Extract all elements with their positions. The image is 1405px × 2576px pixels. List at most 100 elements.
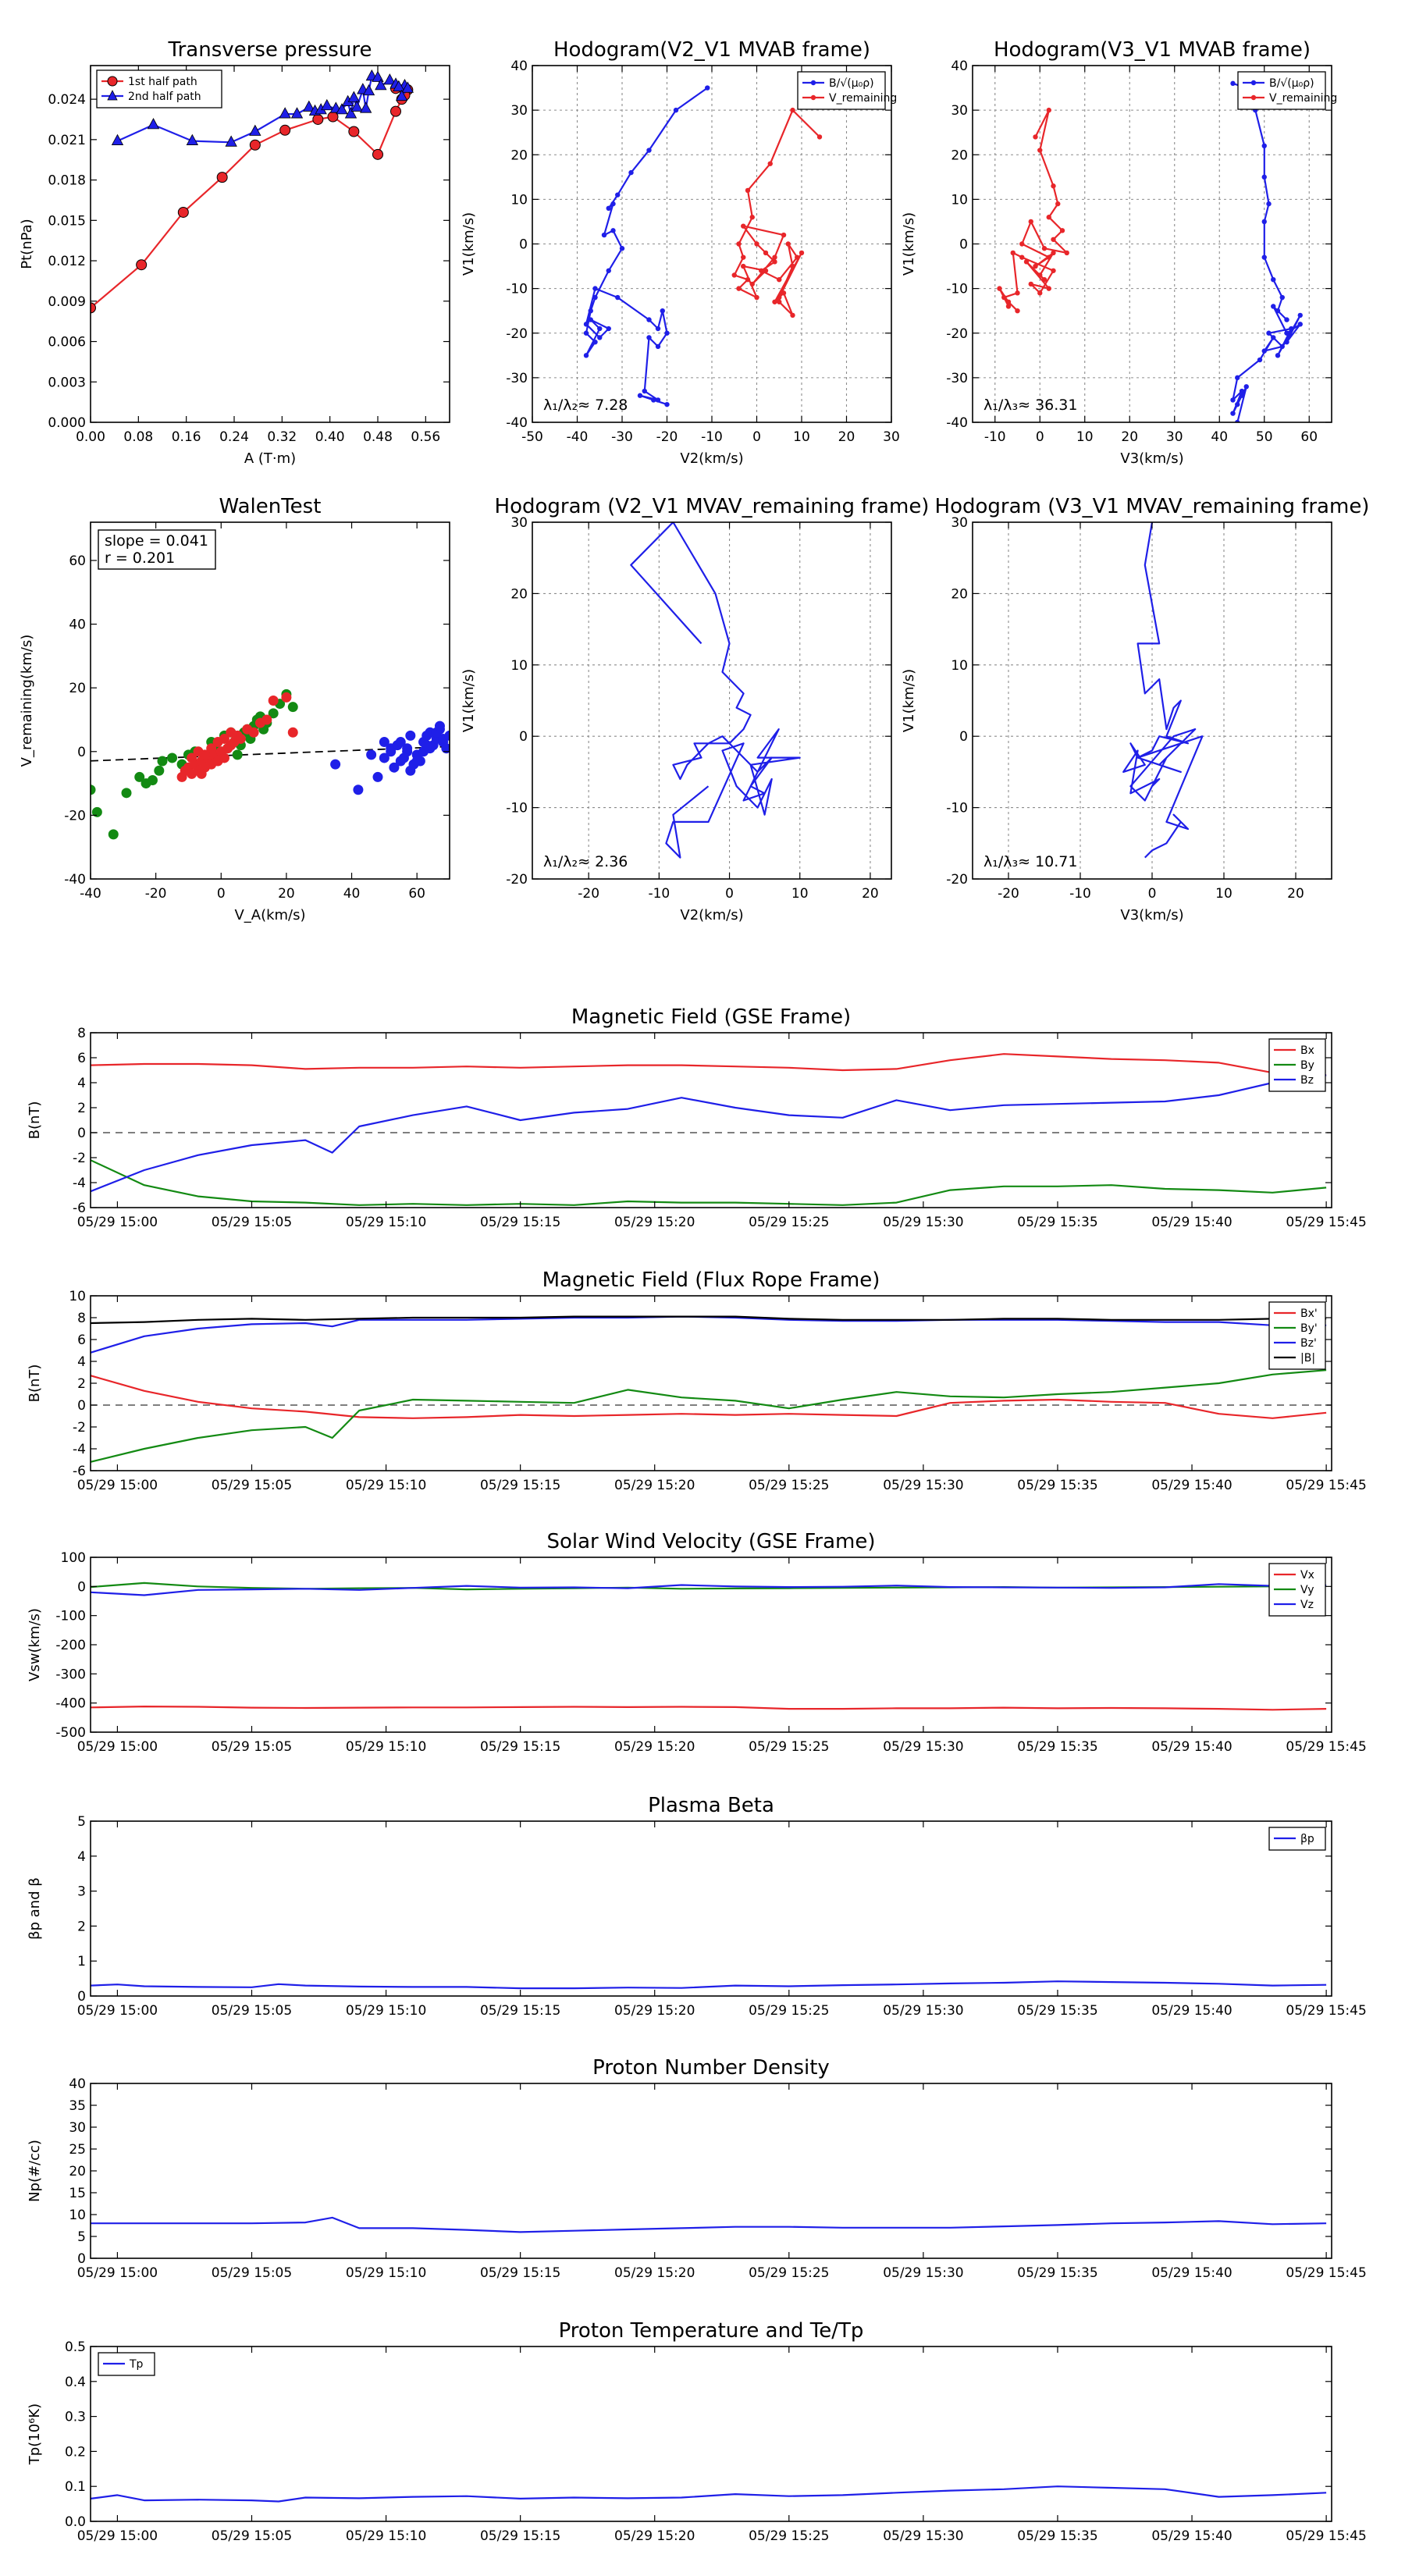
y-tick-label: 30 — [951, 103, 968, 119]
legend-label: Vz — [1300, 1599, 1314, 1611]
data-marker — [785, 241, 791, 247]
y-tick-label: -10 — [506, 801, 528, 817]
series-line — [91, 1369, 1327, 1463]
y-tick-label: 30 — [510, 515, 528, 531]
x-tick-label: 05/29 15:30 — [883, 1215, 963, 1230]
x-tick-label: 05/29 15:25 — [749, 2528, 829, 2544]
y-tick-label: 6 — [77, 1332, 86, 1348]
x-tick-label: 05/29 15:00 — [77, 2003, 158, 2019]
data-marker — [1239, 388, 1245, 394]
y-tick-label: 2 — [77, 1919, 86, 1934]
y-tick-label: 6 — [77, 1051, 86, 1066]
legend-marker — [1250, 94, 1257, 101]
data-marker — [754, 241, 759, 247]
x-tick-label: 10 — [1215, 886, 1232, 902]
y-tick-label: 20 — [69, 2164, 86, 2179]
legend-label: V_remaining — [1269, 92, 1337, 105]
y-axis-label: Vsw(km/s) — [27, 1608, 43, 1681]
series-1st-half-path — [91, 83, 414, 314]
axes-frame — [532, 521, 892, 880]
legend-label: 1st half path — [128, 76, 197, 88]
y-tick-label: 3 — [77, 1884, 86, 1900]
legend-label: Vx — [1300, 1569, 1314, 1582]
y-tick-label: -100 — [55, 1609, 86, 1624]
y-tick-label: 0.1 — [65, 2479, 86, 2495]
x-tick-label: 05/29 15:30 — [883, 1478, 963, 1493]
y-tick-label: 0 — [77, 1579, 86, 1595]
x-tick-label: 05/29 15:15 — [480, 2003, 560, 2019]
scatter-point — [154, 765, 165, 776]
x-tick-label: 05/29 15:05 — [212, 1739, 292, 1755]
scatter-point — [287, 702, 298, 713]
data-marker — [1261, 348, 1267, 354]
series-np — [91, 2216, 1327, 2233]
annotation-text: r = 0.201 — [105, 550, 175, 567]
series-line — [91, 1053, 1327, 1076]
x-tick-label: 05/29 15:00 — [77, 1739, 158, 1755]
x-tick-label: 0.48 — [363, 429, 393, 445]
data-marker — [1275, 353, 1281, 358]
x-tick-label: 0.08 — [123, 429, 153, 445]
data-marker — [401, 81, 414, 93]
x-tick-label: -50 — [521, 429, 543, 445]
chart-title: Plasma Beta — [648, 1794, 774, 1817]
data-marker — [646, 317, 652, 322]
data-marker — [1005, 304, 1012, 309]
x-tick-label: 05/29 15:45 — [1286, 1215, 1366, 1230]
data-marker — [754, 294, 759, 301]
data-marker — [781, 232, 787, 238]
data-marker — [646, 335, 652, 340]
series-vx — [91, 1706, 1327, 1711]
data-marker — [1055, 201, 1061, 207]
data-marker — [745, 277, 751, 283]
series-line — [1232, 82, 1301, 422]
legend: βp — [1268, 1827, 1326, 1851]
x-tick-label: 0.16 — [172, 429, 201, 445]
scatter-point — [147, 775, 158, 786]
x-tick-label: 40 — [1211, 429, 1228, 445]
legend-marker — [810, 94, 816, 101]
chart-title: Transverse pressure — [168, 38, 372, 62]
x-tick-label: 30 — [1166, 429, 1183, 445]
x-tick-label: 0 — [1148, 886, 1157, 902]
y-tick-label: -20 — [506, 872, 528, 888]
y-tick-label: 0 — [77, 745, 86, 760]
data-marker — [177, 206, 189, 218]
legend: Tp — [98, 2352, 155, 2376]
y-tick-label: 20 — [951, 586, 968, 602]
data-marker — [362, 84, 375, 96]
data-marker — [1033, 263, 1038, 269]
data-marker — [1235, 401, 1240, 407]
x-tick-label: 0.24 — [219, 429, 249, 445]
scatter-point — [235, 733, 246, 744]
legend-label: B/√(μ₀ρ) — [1269, 77, 1314, 90]
y-tick-label: 40 — [510, 59, 528, 74]
scatter-point — [167, 753, 178, 763]
data-marker — [147, 118, 160, 130]
y-tick-label: 40 — [951, 59, 968, 74]
x-tick-label: 05/29 15:45 — [1286, 2265, 1366, 2281]
y-tick-label: -40 — [64, 872, 86, 888]
data-marker — [583, 330, 589, 336]
data-marker — [312, 113, 324, 125]
legend-label: Tp — [129, 2358, 144, 2371]
y-tick-label: 0.009 — [48, 294, 86, 310]
data-marker — [772, 254, 777, 260]
y-tick-label: 0 — [519, 729, 528, 745]
y-axis-label: V_remaining(km/s) — [19, 635, 35, 767]
chart-title: Hodogram(V3_V1 MVAB frame) — [994, 38, 1311, 62]
data-marker — [759, 268, 764, 273]
data-marker — [91, 302, 96, 314]
data-marker — [655, 326, 661, 332]
chart-title: Solar Wind Velocity (GSE Frame) — [546, 1530, 875, 1553]
series-b — [1230, 80, 1303, 422]
x-tick-label: 05/29 15:00 — [77, 1478, 158, 1493]
legend: Vx Vy Vz — [1268, 1563, 1326, 1617]
y-axis-label: V1(km/s) — [901, 212, 917, 276]
data-marker — [1051, 268, 1056, 273]
y-tick-label: 0.5 — [65, 2339, 86, 2355]
data-marker — [1275, 308, 1281, 314]
data-marker — [347, 91, 361, 102]
x-tick-label: 05/29 15:30 — [883, 2265, 963, 2281]
scatter-point — [441, 743, 450, 754]
